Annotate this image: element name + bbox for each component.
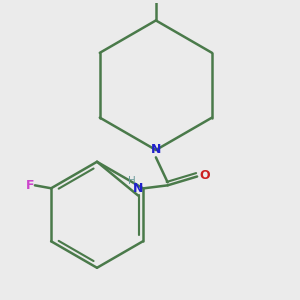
- Text: N: N: [133, 182, 143, 195]
- Text: F: F: [26, 179, 35, 192]
- Text: O: O: [199, 169, 210, 182]
- Text: H: H: [128, 176, 136, 186]
- Text: N: N: [151, 143, 161, 157]
